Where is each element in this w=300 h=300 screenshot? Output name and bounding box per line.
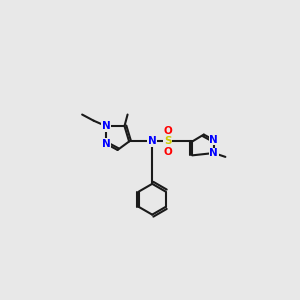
Text: N: N [148,136,157,146]
Text: N: N [102,139,110,149]
Text: N: N [209,148,218,158]
Text: N: N [102,121,110,131]
Text: O: O [163,147,172,157]
Text: S: S [164,136,171,146]
Text: N: N [209,135,218,145]
Text: O: O [163,126,172,136]
